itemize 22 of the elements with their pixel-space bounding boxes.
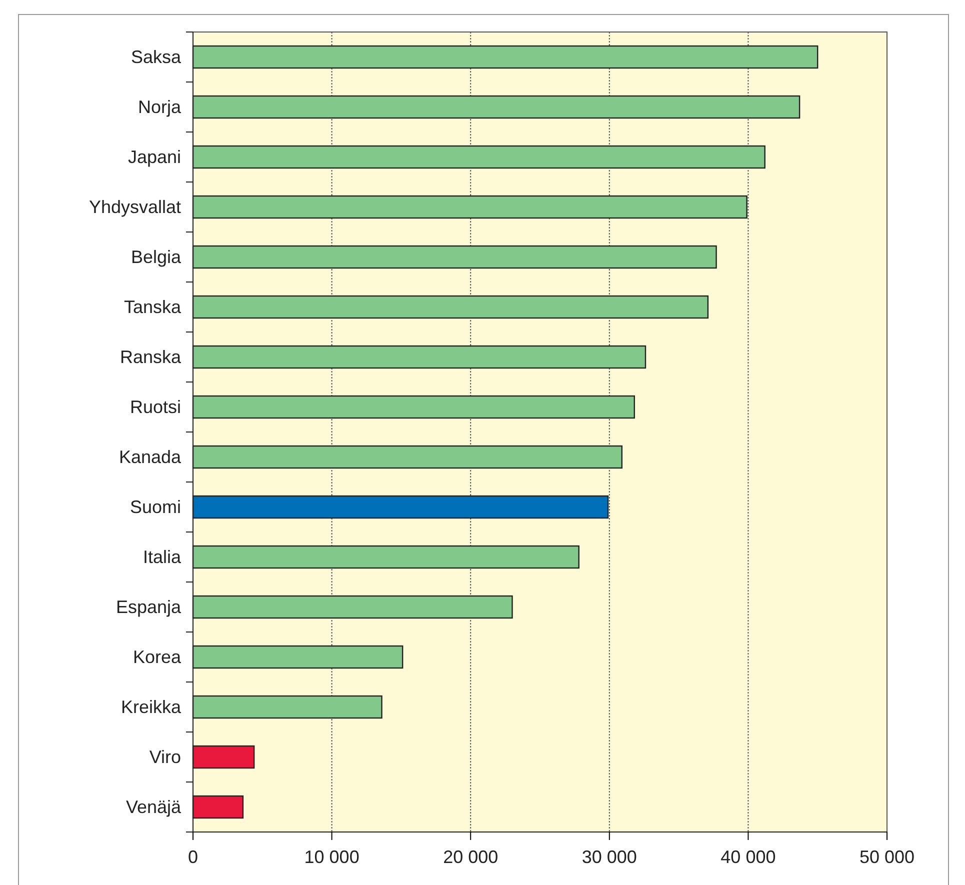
x-tick-label: 40 000 [720, 846, 776, 867]
y-tick-label: Viro [149, 746, 181, 767]
y-tick-label: Korea [132, 646, 182, 667]
y-tick-label: Tanska [124, 296, 182, 317]
x-tick-label: 30 000 [582, 846, 637, 867]
y-tick-label: Saksa [130, 46, 182, 67]
x-tick-label: 0 [188, 846, 198, 867]
x-tick-label: 20 000 [443, 846, 498, 867]
y-tick-label: Yhdysvallat [88, 196, 181, 217]
y-tick-label: Espanja [116, 596, 182, 617]
y-tick-label: Kanada [118, 446, 182, 467]
y-tick-label: Japani [128, 146, 181, 167]
y-tick-label: Italia [142, 546, 182, 567]
x-tick-label: 50 000 [859, 846, 915, 867]
y-tick-label: Suomi [130, 496, 181, 517]
y-tick-label: Ranska [120, 346, 182, 367]
y-tick-label: Ruotsi [130, 396, 181, 417]
y-tick-label: Venäjä [126, 796, 182, 817]
y-tick-label: Norja [138, 96, 182, 117]
y-tick-label: Belgia [130, 246, 182, 267]
x-tick-label: 10 000 [304, 846, 360, 867]
y-tick-label: Kreikka [120, 696, 182, 717]
